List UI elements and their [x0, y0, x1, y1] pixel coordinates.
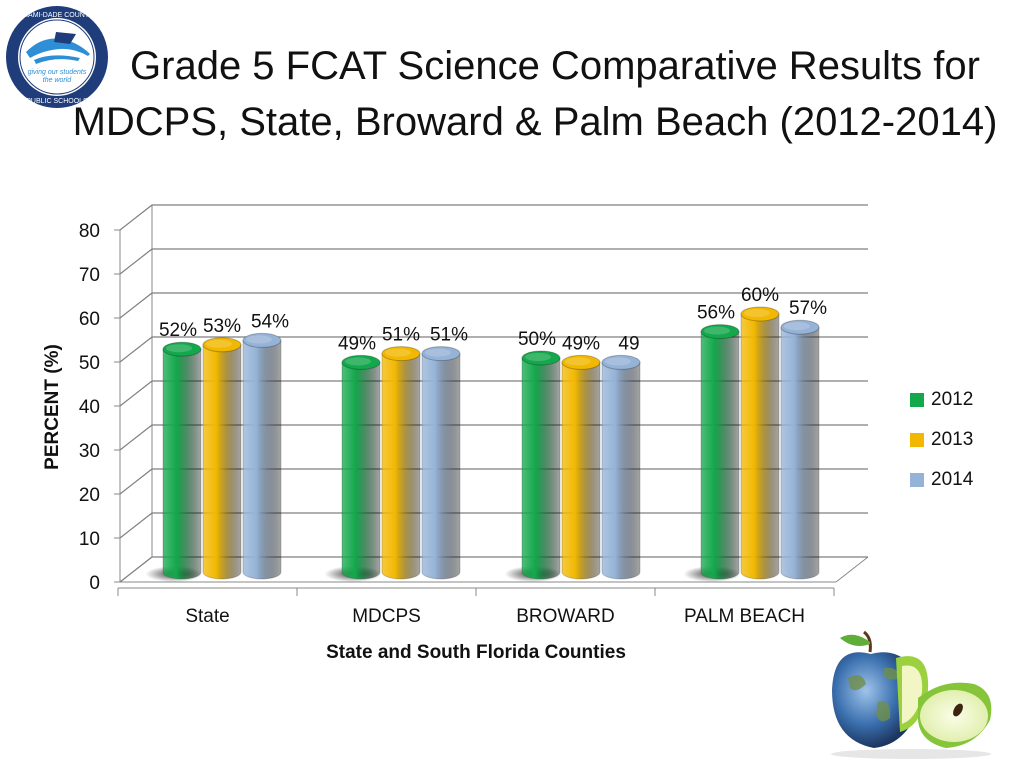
district-logo: giving our students the world MIAMI-DADE…: [6, 6, 108, 108]
title-line-2: MDCPS, State, Broward & Palm Beach (2012…: [72, 100, 998, 144]
data-label: 60%: [741, 285, 779, 306]
chart-legend: 2012 2013 2014: [910, 380, 973, 500]
data-label: 52%: [159, 320, 197, 341]
y-tick-label: 10: [79, 529, 100, 550]
bar: [521, 357, 561, 580]
bar-top: [162, 341, 202, 357]
bar: [381, 353, 421, 580]
legend-label: 2013: [931, 429, 974, 450]
bar: [341, 361, 381, 580]
data-label: 57%: [789, 298, 827, 319]
title-line-1: Grade 5 FCAT Science Comparative Results…: [130, 44, 980, 88]
bar-top: [700, 324, 740, 340]
data-label: 56%: [697, 303, 735, 324]
bar-top-highlight: [345, 357, 371, 366]
y-tick-label: 80: [79, 221, 100, 242]
data-label: 49%: [338, 333, 376, 354]
x-tick-label: PALM BEACH: [684, 606, 805, 627]
bar-top: [740, 306, 780, 322]
bar-top-highlight: [565, 357, 591, 366]
data-label: 51%: [430, 325, 468, 346]
svg-text:the world: the world: [43, 77, 73, 84]
y-tick-label: 30: [79, 441, 100, 462]
bar-top-highlight: [425, 348, 451, 357]
x-tick-label: State: [185, 606, 229, 627]
bar-top-highlight: [744, 309, 770, 317]
y-tick-label: 40: [79, 397, 100, 418]
bar-top-highlight: [704, 326, 730, 335]
gridline: [119, 336, 868, 363]
bar-top: [242, 332, 282, 348]
bar-top-highlight: [206, 339, 232, 348]
data-label: 49%: [562, 333, 600, 354]
bar-top: [421, 346, 461, 362]
bar-top-highlight: [605, 357, 631, 366]
earth-apple-icon: [831, 630, 992, 759]
y-tick-label: 70: [79, 265, 100, 286]
bar-top: [341, 354, 381, 370]
bar: [780, 326, 820, 580]
bar-top: [381, 346, 421, 362]
data-label: 50%: [518, 329, 556, 350]
bar: [202, 344, 242, 580]
floor-right-edge: [835, 556, 869, 583]
gridline: [119, 248, 868, 275]
bar-top-highlight: [784, 322, 810, 331]
svg-text:giving our students: giving our students: [28, 69, 87, 76]
x-tick-label: MDCPS: [352, 606, 421, 627]
bar: [740, 313, 780, 580]
bar: [242, 339, 282, 580]
svg-text:PUBLIC SCHOOLS: PUBLIC SCHOOLS: [26, 98, 88, 105]
bar-top-highlight: [525, 353, 551, 361]
legend-item: 2013: [910, 420, 973, 460]
data-label: 54%: [251, 311, 289, 332]
x-tick-label: BROWARD: [516, 606, 615, 627]
legend-label: 2012: [931, 389, 974, 410]
y-tick-label: 0: [89, 573, 100, 594]
svg-text:MIAMI-DADE COUNTY: MIAMI-DADE COUNTY: [20, 12, 94, 19]
legend-item: 2014: [910, 460, 973, 500]
x-axis-title: State and South Florida Counties: [326, 642, 626, 663]
page-title: Grade 5 FCAT Science Comparative Results…: [0, 38, 1024, 150]
bar-top: [202, 337, 242, 353]
data-label: 51%: [382, 325, 420, 346]
bar: [601, 361, 641, 580]
legend-swatch: [910, 473, 924, 487]
y-axis-title: PERCENT (%): [42, 344, 63, 470]
bar-top: [561, 354, 601, 370]
y-tick-label: 20: [79, 485, 100, 506]
gridline: [119, 204, 868, 231]
legend-swatch: [910, 393, 924, 407]
gridline: [119, 292, 868, 319]
bar-top: [601, 354, 641, 370]
bar-top: [780, 319, 820, 335]
bar: [162, 348, 202, 580]
legend-swatch: [910, 433, 924, 447]
bar-top: [521, 350, 561, 366]
y-tick-label: 60: [79, 309, 100, 330]
data-label: 53%: [203, 316, 241, 337]
bar: [421, 353, 461, 580]
bar-top-highlight: [166, 344, 192, 353]
bar-top-highlight: [385, 348, 411, 357]
bar: [561, 361, 601, 580]
y-tick-label: 50: [79, 353, 100, 374]
data-label: 49: [618, 333, 639, 354]
legend-item: 2012: [910, 380, 973, 420]
bar-top-highlight: [246, 335, 272, 344]
legend-label: 2014: [931, 469, 974, 490]
bar: [700, 331, 740, 580]
